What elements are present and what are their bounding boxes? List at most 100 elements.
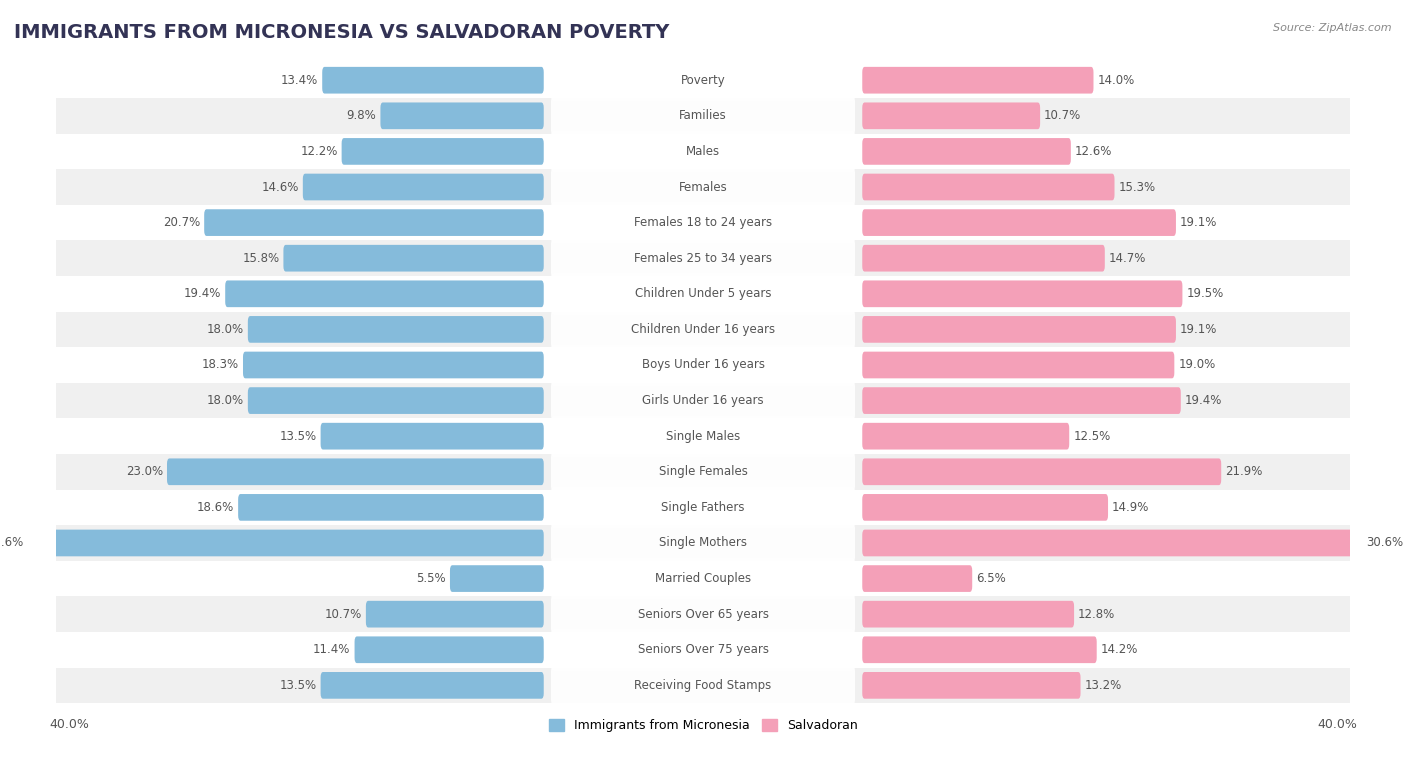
Text: 19.4%: 19.4% (184, 287, 221, 300)
Text: 40.0%: 40.0% (1317, 719, 1357, 731)
FancyBboxPatch shape (862, 459, 1222, 485)
Text: 13.5%: 13.5% (280, 430, 316, 443)
Text: 14.6%: 14.6% (262, 180, 298, 193)
FancyBboxPatch shape (354, 637, 544, 663)
FancyBboxPatch shape (551, 594, 855, 634)
FancyBboxPatch shape (56, 240, 1350, 276)
FancyBboxPatch shape (381, 102, 544, 129)
FancyBboxPatch shape (28, 530, 544, 556)
FancyBboxPatch shape (551, 665, 855, 706)
Text: 12.5%: 12.5% (1073, 430, 1111, 443)
FancyBboxPatch shape (56, 347, 1350, 383)
FancyBboxPatch shape (862, 601, 1074, 628)
Text: Seniors Over 65 years: Seniors Over 65 years (637, 608, 769, 621)
Text: 14.9%: 14.9% (1112, 501, 1150, 514)
Text: 14.2%: 14.2% (1101, 644, 1137, 656)
FancyBboxPatch shape (56, 133, 1350, 169)
Text: Females: Females (679, 180, 727, 193)
Text: Girls Under 16 years: Girls Under 16 years (643, 394, 763, 407)
Text: Married Couples: Married Couples (655, 572, 751, 585)
FancyBboxPatch shape (56, 525, 1350, 561)
FancyBboxPatch shape (56, 169, 1350, 205)
FancyBboxPatch shape (862, 67, 1094, 93)
FancyBboxPatch shape (551, 309, 855, 350)
FancyBboxPatch shape (862, 672, 1081, 699)
Text: 13.4%: 13.4% (281, 74, 318, 86)
Text: 14.7%: 14.7% (1109, 252, 1146, 265)
Text: Children Under 16 years: Children Under 16 years (631, 323, 775, 336)
Text: 6.5%: 6.5% (976, 572, 1007, 585)
Text: Source: ZipAtlas.com: Source: ZipAtlas.com (1274, 23, 1392, 33)
FancyBboxPatch shape (862, 352, 1174, 378)
Text: 15.8%: 15.8% (242, 252, 280, 265)
FancyBboxPatch shape (56, 383, 1350, 418)
Text: 20.7%: 20.7% (163, 216, 200, 229)
Text: 13.2%: 13.2% (1084, 679, 1122, 692)
Text: 10.7%: 10.7% (1045, 109, 1081, 122)
FancyBboxPatch shape (247, 387, 544, 414)
FancyBboxPatch shape (551, 274, 855, 315)
FancyBboxPatch shape (238, 494, 544, 521)
FancyBboxPatch shape (862, 637, 1097, 663)
Text: 9.8%: 9.8% (347, 109, 377, 122)
FancyBboxPatch shape (551, 522, 855, 563)
FancyBboxPatch shape (366, 601, 544, 628)
FancyBboxPatch shape (862, 530, 1362, 556)
Text: Seniors Over 75 years: Seniors Over 75 years (637, 644, 769, 656)
FancyBboxPatch shape (551, 131, 855, 172)
Text: 11.4%: 11.4% (314, 644, 350, 656)
FancyBboxPatch shape (551, 202, 855, 243)
FancyBboxPatch shape (551, 238, 855, 279)
FancyBboxPatch shape (56, 418, 1350, 454)
FancyBboxPatch shape (56, 98, 1350, 133)
Text: 21.9%: 21.9% (1225, 465, 1263, 478)
Text: 30.6%: 30.6% (1367, 537, 1403, 550)
FancyBboxPatch shape (862, 102, 1040, 129)
Text: 5.5%: 5.5% (416, 572, 446, 585)
Text: 40.0%: 40.0% (49, 719, 89, 731)
FancyBboxPatch shape (551, 345, 855, 386)
Text: Receiving Food Stamps: Receiving Food Stamps (634, 679, 772, 692)
Text: Single Males: Single Males (666, 430, 740, 443)
Text: Families: Families (679, 109, 727, 122)
FancyBboxPatch shape (862, 209, 1175, 236)
FancyBboxPatch shape (56, 561, 1350, 597)
Text: 19.1%: 19.1% (1180, 323, 1218, 336)
FancyBboxPatch shape (551, 558, 855, 599)
FancyBboxPatch shape (56, 490, 1350, 525)
Text: 23.0%: 23.0% (125, 465, 163, 478)
Text: 18.0%: 18.0% (207, 323, 243, 336)
FancyBboxPatch shape (56, 632, 1350, 668)
Text: 10.7%: 10.7% (325, 608, 361, 621)
Text: Boys Under 16 years: Boys Under 16 years (641, 359, 765, 371)
Text: Females 18 to 24 years: Females 18 to 24 years (634, 216, 772, 229)
Text: 19.1%: 19.1% (1180, 216, 1218, 229)
FancyBboxPatch shape (302, 174, 544, 200)
FancyBboxPatch shape (862, 138, 1071, 164)
Text: 13.5%: 13.5% (280, 679, 316, 692)
FancyBboxPatch shape (322, 67, 544, 93)
FancyBboxPatch shape (321, 672, 544, 699)
Text: 12.2%: 12.2% (301, 145, 337, 158)
FancyBboxPatch shape (551, 487, 855, 528)
FancyBboxPatch shape (56, 276, 1350, 312)
Text: 12.6%: 12.6% (1074, 145, 1112, 158)
FancyBboxPatch shape (56, 454, 1350, 490)
Text: Poverty: Poverty (681, 74, 725, 86)
Text: Males: Males (686, 145, 720, 158)
Text: Single Females: Single Females (658, 465, 748, 478)
FancyBboxPatch shape (284, 245, 544, 271)
FancyBboxPatch shape (862, 494, 1108, 521)
FancyBboxPatch shape (551, 451, 855, 492)
Text: 15.3%: 15.3% (1119, 180, 1156, 193)
FancyBboxPatch shape (862, 423, 1069, 449)
Text: Single Fathers: Single Fathers (661, 501, 745, 514)
FancyBboxPatch shape (321, 423, 544, 449)
FancyBboxPatch shape (167, 459, 544, 485)
FancyBboxPatch shape (225, 280, 544, 307)
Text: 31.6%: 31.6% (0, 537, 24, 550)
FancyBboxPatch shape (551, 629, 855, 670)
FancyBboxPatch shape (551, 380, 855, 421)
Text: 19.0%: 19.0% (1178, 359, 1216, 371)
FancyBboxPatch shape (56, 62, 1350, 98)
